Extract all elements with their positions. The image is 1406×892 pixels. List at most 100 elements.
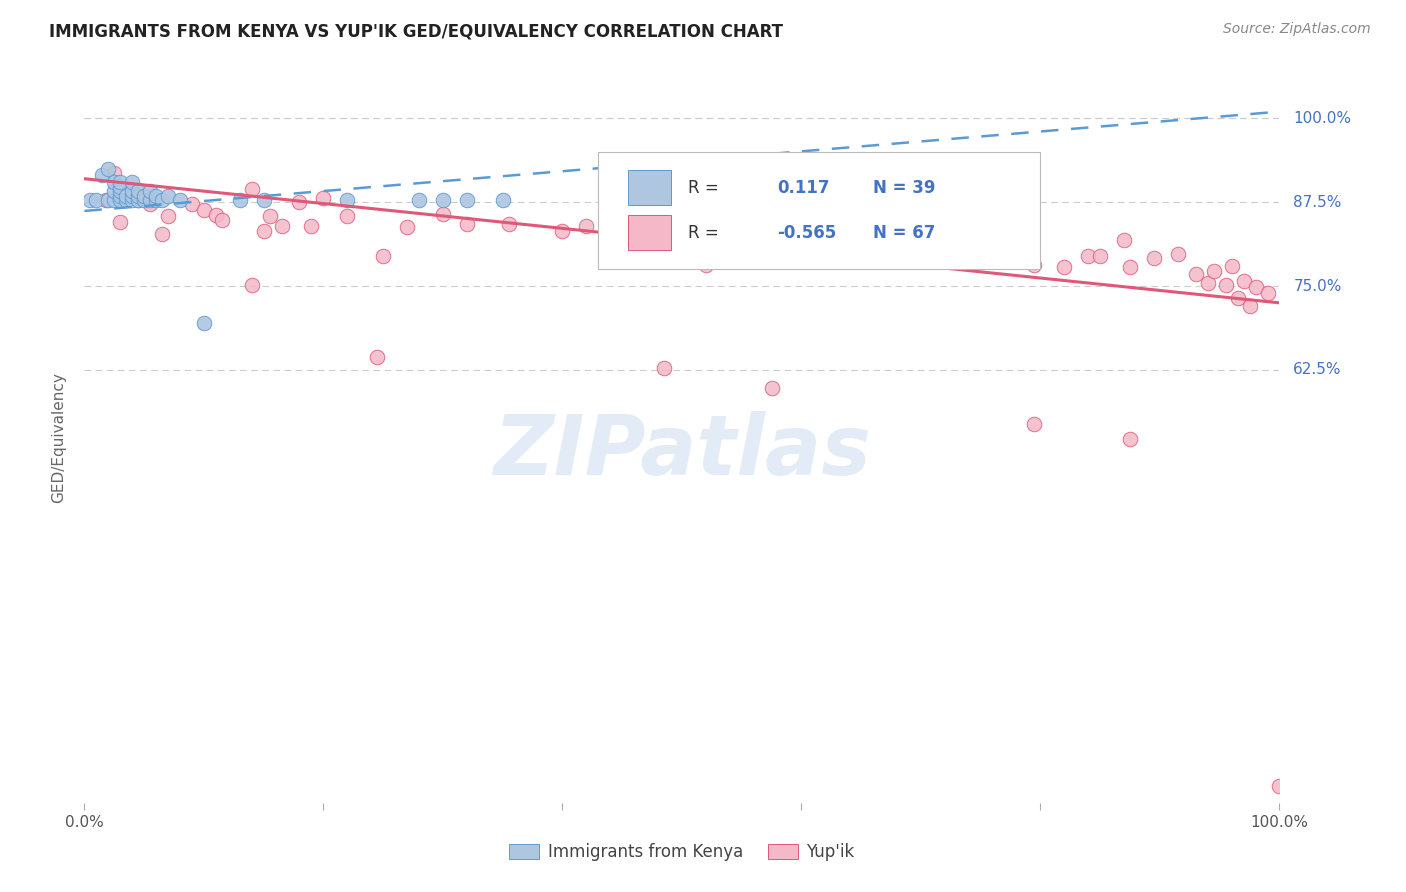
Point: [1119, 432, 1142, 446]
Point: [928, 253, 950, 268]
Point: [1197, 276, 1219, 290]
Point: [103, 184, 125, 198]
Point: [110, 193, 132, 207]
Point: [127, 193, 149, 207]
Point: [1090, 249, 1112, 263]
Point: [1185, 267, 1208, 281]
Text: 75.0%: 75.0%: [1294, 278, 1341, 293]
Point: [150, 227, 173, 241]
Point: [193, 316, 215, 330]
Text: N = 39: N = 39: [873, 178, 935, 197]
Point: [193, 202, 215, 217]
Point: [110, 184, 132, 198]
Point: [1202, 264, 1225, 278]
Point: [103, 175, 125, 189]
Point: [110, 179, 132, 194]
Point: [157, 188, 180, 202]
Point: [1226, 291, 1249, 305]
Point: [97, 161, 120, 176]
Point: [432, 193, 454, 207]
Point: [456, 193, 478, 207]
Point: [1220, 259, 1243, 273]
Point: [1114, 234, 1136, 248]
Point: [157, 209, 180, 223]
Point: [1077, 249, 1099, 263]
Point: [312, 190, 335, 204]
Point: [671, 249, 693, 263]
Point: [456, 218, 478, 232]
Point: [551, 224, 574, 238]
Point: [169, 193, 191, 207]
FancyBboxPatch shape: [628, 215, 671, 251]
Point: [240, 182, 263, 196]
Point: [808, 220, 831, 235]
Point: [498, 218, 520, 232]
Point: [79, 193, 101, 207]
Point: [1257, 285, 1279, 300]
Point: [145, 188, 167, 202]
Point: [963, 245, 986, 260]
Point: [132, 193, 156, 207]
Point: [110, 188, 132, 202]
Point: [139, 197, 162, 211]
Point: [1053, 260, 1076, 275]
Point: [121, 193, 143, 207]
Text: 87.5%: 87.5%: [1294, 194, 1341, 210]
Point: [150, 193, 173, 207]
Point: [240, 277, 263, 292]
Text: IMMIGRANTS FROM KENYA VS YUP'IK GED/EQUIVALENCY CORRELATION CHART: IMMIGRANTS FROM KENYA VS YUP'IK GED/EQUI…: [49, 22, 783, 40]
FancyBboxPatch shape: [599, 152, 1040, 268]
Point: [1268, 779, 1291, 793]
Point: [1244, 280, 1267, 294]
Text: N = 67: N = 67: [873, 224, 935, 242]
Point: [181, 197, 204, 211]
Point: [132, 188, 156, 202]
Legend: Immigrants from Kenya, Yup'ik: Immigrants from Kenya, Yup'ik: [503, 837, 860, 868]
Point: [336, 193, 359, 207]
Point: [110, 175, 132, 189]
Point: [301, 219, 323, 233]
Text: 100.0%: 100.0%: [1294, 111, 1351, 126]
Y-axis label: GED/Equivalency: GED/Equivalency: [51, 372, 66, 502]
Point: [1239, 299, 1261, 313]
Point: [492, 193, 515, 207]
Point: [94, 193, 117, 207]
Text: 0.117: 0.117: [778, 178, 830, 197]
Point: [110, 215, 132, 229]
Point: [652, 361, 675, 376]
Point: [127, 184, 149, 198]
Point: [366, 350, 388, 364]
Point: [856, 237, 879, 252]
Point: [121, 175, 143, 189]
Point: [91, 169, 114, 183]
Point: [336, 209, 359, 223]
Point: [724, 231, 747, 245]
Point: [115, 193, 138, 207]
Text: R =: R =: [688, 178, 724, 197]
Point: [127, 193, 149, 207]
Point: [145, 193, 167, 207]
FancyBboxPatch shape: [628, 170, 671, 205]
Point: [97, 193, 120, 207]
Point: [910, 235, 932, 250]
Point: [127, 188, 149, 202]
Point: [695, 258, 717, 272]
Point: [139, 184, 162, 198]
Text: Source: ZipAtlas.com: Source: ZipAtlas.com: [1223, 22, 1371, 37]
Point: [1143, 251, 1166, 265]
Point: [373, 249, 395, 263]
Text: ZIPatlas: ZIPatlas: [494, 411, 870, 492]
Point: [211, 213, 233, 227]
Point: [994, 232, 1017, 246]
Point: [761, 381, 783, 395]
Point: [432, 206, 454, 220]
Point: [1024, 258, 1046, 272]
Point: [599, 218, 621, 232]
Point: [1233, 274, 1256, 288]
Point: [886, 237, 908, 252]
Text: 62.5%: 62.5%: [1294, 362, 1341, 377]
Point: [121, 184, 143, 198]
Point: [121, 188, 143, 202]
Point: [575, 219, 598, 233]
Point: [259, 209, 281, 223]
